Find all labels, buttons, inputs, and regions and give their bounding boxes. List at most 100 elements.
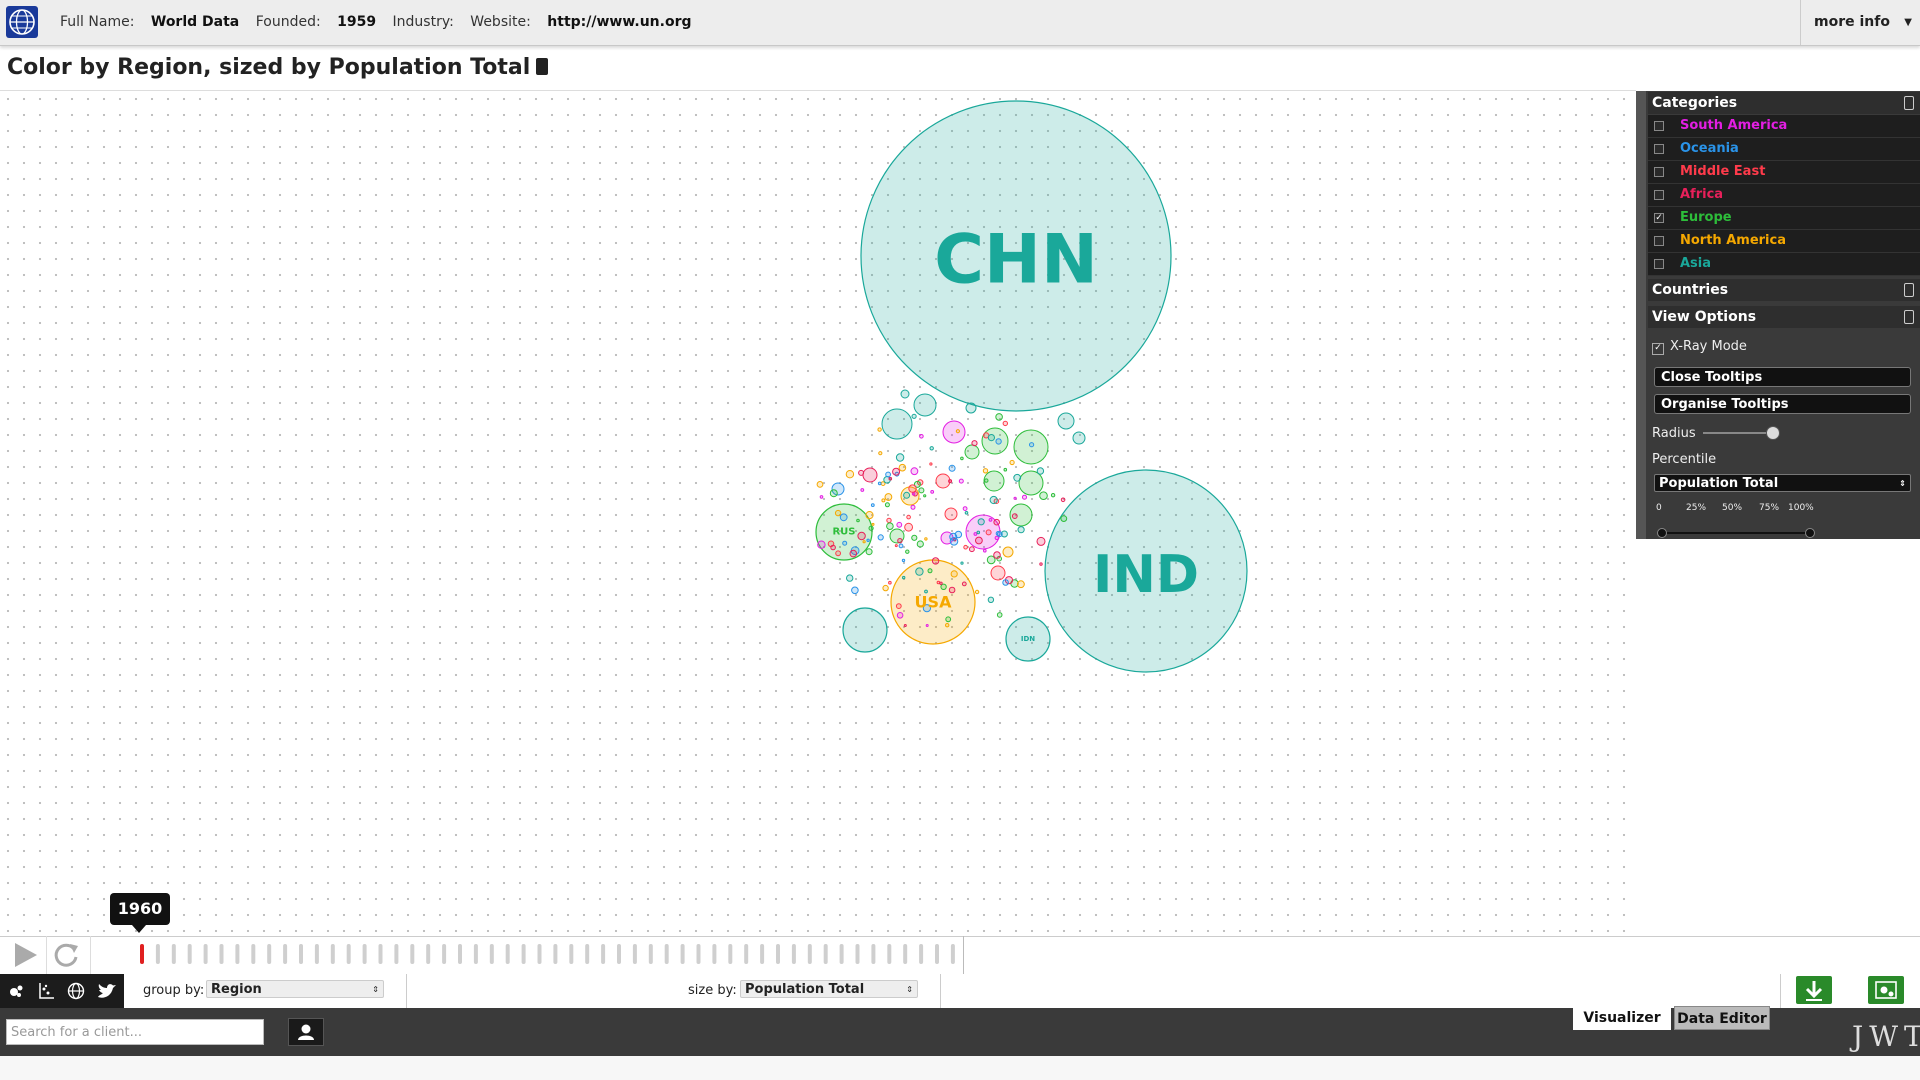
country-bubble[interactable] [851,586,859,595]
country-bubble[interactable] [908,484,917,493]
country-bubble[interactable] [1009,503,1033,527]
country-bubble[interactable] [905,549,910,554]
country-bubble[interactable] [877,534,884,541]
country-bubble[interactable] [870,503,875,508]
category-item[interactable]: Africa [1648,184,1920,207]
timeline-tick[interactable] [839,944,844,964]
timeline-tick[interactable] [171,944,176,964]
timeline-tick[interactable] [378,944,383,964]
timeline-tick[interactable] [887,944,892,964]
timeline-tick[interactable] [235,944,240,964]
country-bubble[interactable] [834,509,842,517]
timeline-tick[interactable] [823,944,828,964]
country-bubble[interactable] [993,551,1001,559]
globe-logo-icon[interactable] [6,6,38,38]
timeline-tick[interactable] [442,944,447,964]
country-bubble[interactable] [960,561,964,565]
countries-header[interactable]: Countries [1648,279,1920,301]
expand-toggle-icon[interactable] [1904,96,1914,110]
timeline-tick[interactable] [712,944,717,964]
country-bubble[interactable] [856,518,860,523]
country-bubble[interactable] [948,479,953,484]
country-bubble[interactable] [1057,412,1075,430]
category-checkbox[interactable] [1654,167,1664,177]
timeline-tick[interactable] [664,944,669,964]
country-bubble[interactable] [969,546,975,553]
more-info-button[interactable]: more info ▼ [1800,0,1920,45]
country-bubble[interactable] [1029,442,1035,448]
category-checkbox[interactable] [1654,236,1664,246]
group-by-select[interactable]: Region ⇕ [206,980,384,998]
country-bubble[interactable] [984,478,989,483]
timeline-tick[interactable] [362,944,367,964]
timeline-tick[interactable] [219,944,224,964]
country-bubble[interactable] [888,580,892,585]
timeline-tick[interactable] [283,944,288,964]
country-bubble[interactable] [816,481,824,488]
country-bubble[interactable] [903,624,907,627]
country-bubble-ind[interactable] [1044,469,1248,673]
country-bubble[interactable] [1022,494,1027,500]
categories-header[interactable]: Categories [1648,92,1920,114]
country-bubble[interactable] [877,481,882,486]
country-bubble[interactable] [994,535,999,541]
country-bubble[interactable] [940,583,947,590]
country-bubble[interactable] [881,498,886,503]
country-bubble[interactable] [849,549,858,558]
country-bubble[interactable] [831,482,845,496]
country-bubble[interactable] [910,504,916,510]
country-bubble[interactable] [927,568,933,574]
country-bubble[interactable] [983,548,987,553]
country-bubble[interactable] [964,444,980,460]
country-bubble[interactable] [882,584,889,592]
country-bubble[interactable] [896,612,904,619]
timeline-tick[interactable] [776,944,780,964]
country-bubble[interactable] [1018,470,1044,496]
timeline-tick[interactable] [935,944,939,964]
timeline-tick[interactable] [728,944,733,964]
country-bubble[interactable] [939,581,943,585]
title-toggle-icon[interactable] [536,58,549,75]
country-bubble[interactable] [886,522,894,531]
timeline-tick[interactable] [871,944,876,964]
country-bubble[interactable] [911,534,918,541]
country-bubble[interactable] [964,511,969,515]
timeline-tick[interactable] [648,944,653,964]
expand-toggle-icon[interactable] [1904,310,1914,324]
country-bubble[interactable] [1002,420,1008,427]
country-bubble[interactable] [965,402,977,414]
category-checkbox[interactable] [1654,190,1664,200]
country-bubble[interactable] [839,513,848,522]
expand-toggle-icon[interactable] [1904,283,1914,297]
settings-button[interactable] [1868,976,1904,1004]
category-checkbox[interactable]: ✓ [1654,213,1664,223]
tab-data-editor[interactable]: Data Editor [1674,1006,1770,1030]
country-bubble[interactable] [948,586,956,594]
country-bubble[interactable] [842,607,888,653]
timeline-tick[interactable] [489,944,494,964]
country-bubble[interactable] [962,506,968,512]
timeline-tick[interactable] [537,944,542,964]
country-bubble[interactable] [889,528,905,544]
country-bubble[interactable] [885,471,891,478]
country-bubble[interactable] [1013,473,1022,482]
country-bubble[interactable] [963,544,968,550]
country-bubble[interactable] [910,467,919,476]
category-item[interactable]: Asia [1648,253,1920,276]
category-checkbox[interactable] [1654,144,1664,154]
timeline-tick[interactable] [807,944,812,964]
timeline-tick[interactable] [458,944,462,964]
timeline-tick[interactable] [267,944,272,964]
timeline-tick[interactable] [299,944,303,964]
country-bubble[interactable] [868,525,874,531]
panel-collapse-handle[interactable] [1636,91,1646,539]
country-bubble[interactable] [995,531,1001,536]
country-bubble-idn[interactable] [1005,616,1051,662]
country-bubble[interactable] [931,557,940,565]
timeline-tick[interactable] [521,944,526,964]
bubbles-icon[interactable] [4,979,28,1003]
country-bubble[interactable] [929,446,934,451]
category-item[interactable]: Oceania [1648,138,1920,161]
range-handle-min[interactable] [1657,528,1667,538]
country-bubble[interactable] [948,464,956,472]
